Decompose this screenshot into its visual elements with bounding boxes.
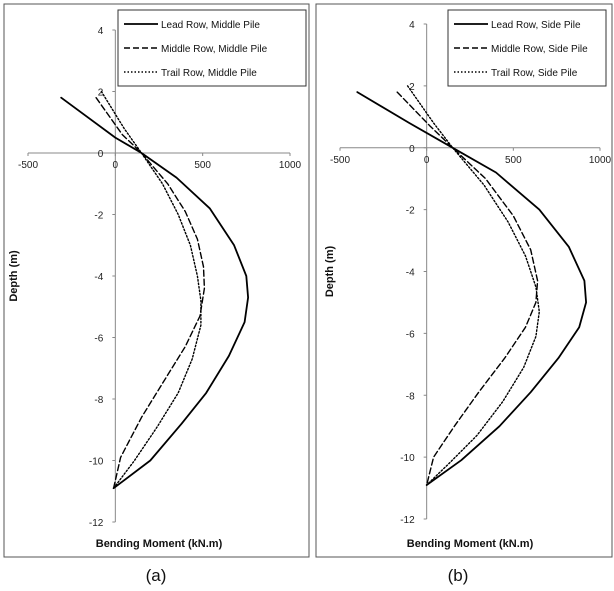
legend-entry-label: Lead Row, Middle Pile	[161, 20, 260, 31]
panel-caption: (b)	[448, 566, 469, 585]
series-line-dotted	[100, 90, 202, 489]
y-axis-title: Depth (m)	[8, 250, 20, 302]
y-tick-label: 0	[409, 144, 415, 155]
x-tick-label: 0	[113, 160, 119, 171]
y-tick-label: -10	[400, 453, 415, 464]
y-tick-label: -12	[400, 515, 415, 526]
x-tick-label: 0	[424, 155, 430, 166]
chart-panel-a: 4 2 0 -2 -4 -6 -8 -10 -12 -500 0 500 1000 Lead Row, M…	[3, 3, 310, 585]
legend-entry-label: Middle Row, Side Pile	[491, 44, 588, 55]
series-line-dotted	[406, 85, 540, 486]
y-tick-label: 4	[409, 20, 415, 31]
x-axis-title: Bending Moment (kN.m)	[407, 538, 534, 550]
panel-frame	[315, 3, 613, 558]
series-line-dashed	[396, 91, 539, 486]
legend-entry-label: Trail Row, Middle Pile	[161, 68, 257, 79]
series-line-dashed	[95, 97, 206, 489]
y-tick-label: -8	[94, 395, 103, 406]
panel-caption: (a)	[146, 566, 167, 585]
x-axis-title: Bending Moment (kN.m)	[96, 538, 223, 550]
y-axis-title: Depth (m)	[324, 246, 336, 298]
series-line-solid	[60, 96, 249, 490]
y-tick-label: -6	[406, 329, 415, 340]
panel-frame	[3, 3, 310, 558]
y-tick-label: -10	[89, 457, 104, 468]
x-tick-label: -500	[330, 155, 350, 166]
legend-entry-label: Middle Row, Middle Pile	[161, 44, 268, 55]
y-tick-label: -8	[406, 391, 415, 402]
series-line-solid	[356, 91, 587, 486]
y-tick-label: 0	[98, 149, 104, 160]
legend-box	[117, 9, 307, 87]
x-tick-label: 500	[505, 155, 522, 166]
legend-entry-label: Trail Row, Side Pile	[491, 68, 578, 79]
y-tick-label: 2	[98, 88, 104, 99]
y-tick-label: -4	[94, 272, 103, 283]
x-tick-label: 1000	[279, 160, 302, 171]
y-tick-label: 4	[98, 26, 104, 37]
x-tick-label: -500	[18, 160, 38, 171]
y-tick-label: 2	[409, 82, 415, 93]
y-tick-label: -12	[89, 518, 104, 529]
y-tick-label: -2	[406, 206, 415, 217]
y-tick-label: -4	[406, 268, 415, 279]
y-tick-label: -6	[94, 334, 103, 345]
x-tick-label: 1000	[589, 155, 612, 166]
x-tick-label: 500	[194, 160, 211, 171]
chart-panel-b: 4 2 0 -2 -4 -6 -8 -10 -12 -500 0 500 1000 Lead Row, S…	[315, 3, 613, 585]
legend-entry-label: Lead Row, Side Pile	[491, 20, 581, 31]
y-tick-label: -2	[94, 211, 103, 222]
